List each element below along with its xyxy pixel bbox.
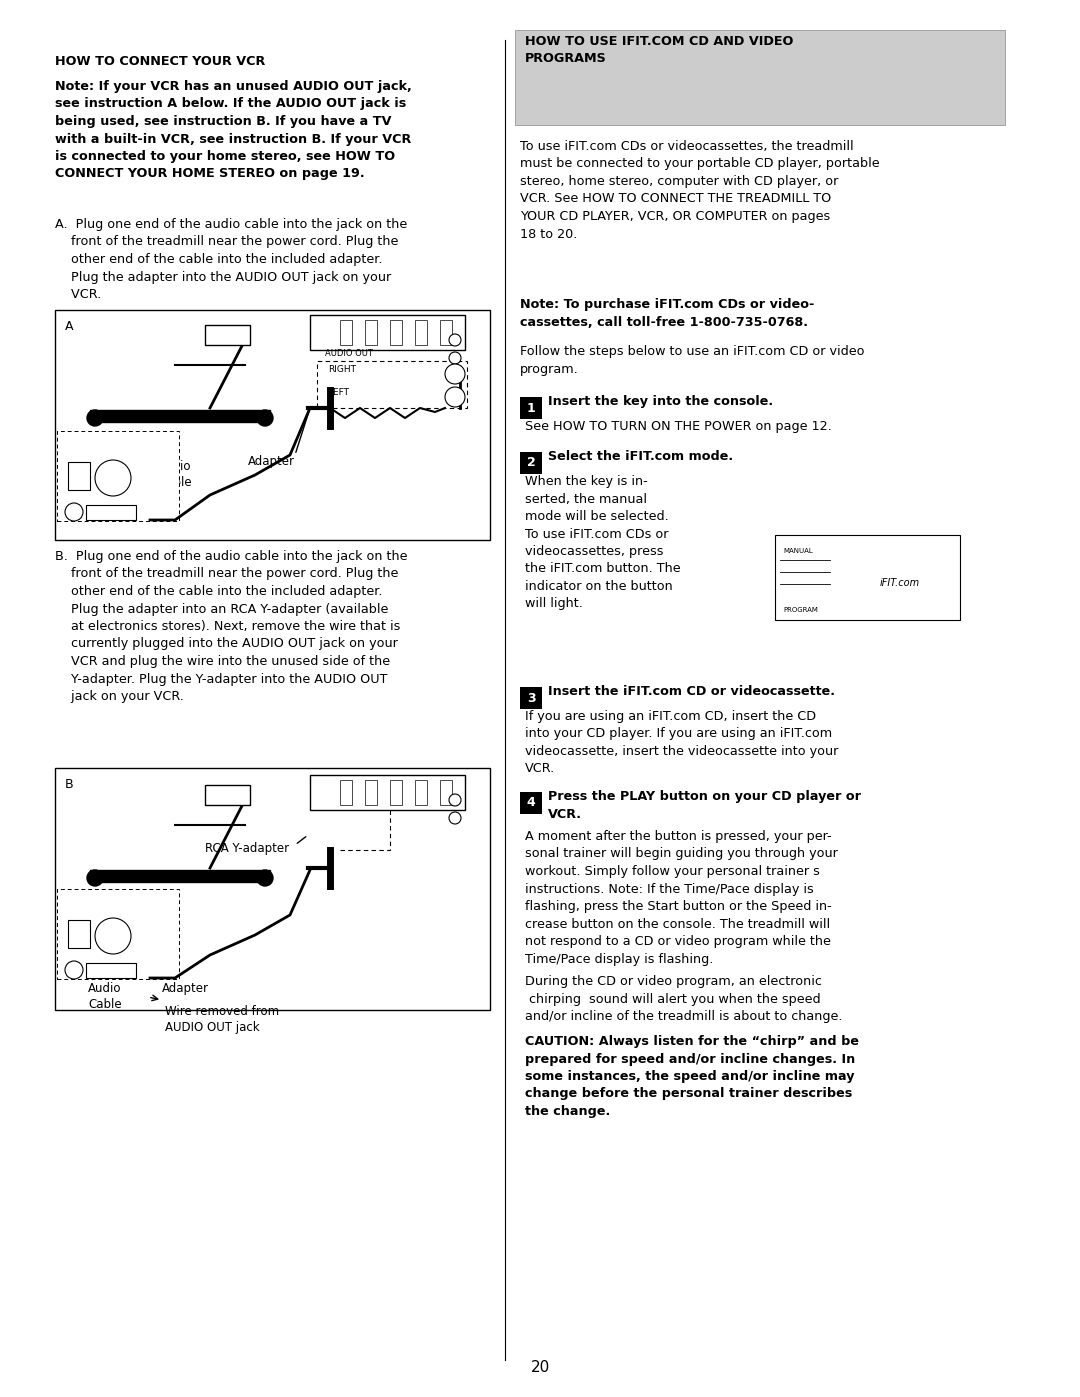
Circle shape: [65, 961, 83, 979]
Text: Adapter: Adapter: [162, 982, 210, 995]
Bar: [415, 780, 427, 805]
Text: HOW TO CONNECT YOUR VCR: HOW TO CONNECT YOUR VCR: [55, 54, 266, 68]
Text: Audio
Cable: Audio Cable: [158, 460, 191, 489]
Text: B.  Plug one end of the audio cable into the jack on the
    front of the treadm: B. Plug one end of the audio cable into …: [55, 550, 407, 703]
Text: MANUAL: MANUAL: [783, 548, 813, 555]
Bar: [519, 792, 542, 814]
Text: Follow the steps below to use an iFIT.com CD or video
program.: Follow the steps below to use an iFIT.co…: [519, 345, 864, 376]
Text: Note: If your VCR has an unused AUDIO OUT jack,
see instruction A below. If the : Note: If your VCR has an unused AUDIO OU…: [55, 80, 411, 180]
Circle shape: [449, 812, 461, 824]
Text: 20: 20: [530, 1361, 550, 1375]
Bar: [390, 320, 402, 345]
Bar: [205, 785, 249, 805]
Circle shape: [257, 870, 273, 886]
Polygon shape: [90, 409, 270, 422]
Bar: [340, 780, 352, 805]
Bar: [340, 320, 352, 345]
Text: B: B: [65, 778, 73, 791]
Circle shape: [449, 793, 461, 806]
Circle shape: [449, 334, 461, 346]
Circle shape: [445, 387, 465, 407]
Bar: [440, 780, 453, 805]
Text: A.  Plug one end of the audio cable into the jack on the
    front of the treadm: A. Plug one end of the audio cable into …: [55, 218, 407, 300]
Bar: [390, 780, 402, 805]
Text: CAUTION: Always listen for the “chirp” and be
prepared for speed and/or incline : CAUTION: Always listen for the “chirp” a…: [525, 1035, 859, 1118]
Text: RCA Y-adapter: RCA Y-adapter: [205, 842, 289, 855]
Bar: [310, 775, 465, 810]
Text: A: A: [65, 320, 73, 332]
Bar: [310, 314, 465, 351]
Text: iFIT.com: iFIT.com: [880, 578, 920, 588]
Bar: [440, 320, 453, 345]
Text: Wire removed from
AUDIO OUT jack: Wire removed from AUDIO OUT jack: [165, 1004, 279, 1034]
Text: AUDIO OUT: AUDIO OUT: [325, 349, 373, 358]
Text: Note: To purchase iFIT.com CDs or video-
cassettes, call toll-free 1-800-735-076: Note: To purchase iFIT.com CDs or video-…: [519, 298, 814, 328]
Circle shape: [257, 409, 273, 426]
Text: Insert the key into the console.: Insert the key into the console.: [548, 395, 773, 408]
Text: If you are using an iFIT.com CD, insert the CD
into your CD player. If you are u: If you are using an iFIT.com CD, insert …: [525, 710, 838, 775]
Circle shape: [87, 870, 103, 886]
Bar: [55, 310, 490, 541]
Bar: [519, 397, 542, 419]
Text: LEFT: LEFT: [328, 388, 349, 397]
Bar: [68, 462, 90, 490]
Polygon shape: [90, 870, 270, 882]
Text: During the CD or video program, an electronic
 chirping  sound will alert you wh: During the CD or video program, an elect…: [525, 975, 842, 1023]
Text: Select the iFIT.com mode.: Select the iFIT.com mode.: [548, 450, 733, 462]
Bar: [86, 504, 136, 520]
Circle shape: [95, 460, 131, 496]
Text: When the key is in-
serted, the manual
mode will be selected.
To use iFIT.com CD: When the key is in- serted, the manual m…: [525, 475, 680, 610]
Text: 3: 3: [527, 692, 536, 704]
Text: Insert the iFIT.com CD or videocassette.: Insert the iFIT.com CD or videocassette.: [548, 685, 835, 698]
Text: Audio
Cable: Audio Cable: [87, 982, 122, 1011]
Bar: [205, 326, 249, 345]
Circle shape: [87, 409, 103, 426]
FancyBboxPatch shape: [57, 888, 179, 979]
Circle shape: [445, 365, 465, 384]
Bar: [415, 320, 427, 345]
Circle shape: [65, 503, 83, 521]
FancyBboxPatch shape: [318, 360, 467, 408]
Bar: [365, 780, 377, 805]
Bar: [86, 963, 136, 978]
Text: Press the PLAY button on your CD player or
VCR.: Press the PLAY button on your CD player …: [548, 789, 861, 820]
Circle shape: [449, 352, 461, 365]
Text: 4: 4: [527, 796, 536, 809]
FancyBboxPatch shape: [57, 432, 179, 521]
Text: PROGRAM: PROGRAM: [783, 608, 818, 613]
Circle shape: [95, 918, 131, 954]
Text: A moment after the button is pressed, your per-
sonal trainer will begin guiding: A moment after the button is pressed, yo…: [525, 830, 838, 965]
Text: HOW TO USE IFIT.COM CD AND VIDEO
PROGRAMS: HOW TO USE IFIT.COM CD AND VIDEO PROGRAM…: [525, 35, 794, 64]
Text: 2: 2: [527, 457, 536, 469]
Text: See HOW TO TURN ON THE POWER on page 12.: See HOW TO TURN ON THE POWER on page 12.: [525, 420, 832, 433]
Bar: [68, 921, 90, 949]
Bar: [519, 687, 542, 710]
Text: Adapter: Adapter: [248, 455, 295, 468]
Bar: [515, 29, 1005, 124]
Text: RIGHT: RIGHT: [328, 365, 356, 374]
Text: 1: 1: [527, 401, 536, 415]
Bar: [775, 535, 960, 620]
Text: To use iFIT.com CDs or videocassettes, the treadmill
must be connected to your p: To use iFIT.com CDs or videocassettes, t…: [519, 140, 879, 240]
Bar: [519, 453, 542, 474]
Bar: [365, 320, 377, 345]
Bar: [55, 768, 490, 1010]
